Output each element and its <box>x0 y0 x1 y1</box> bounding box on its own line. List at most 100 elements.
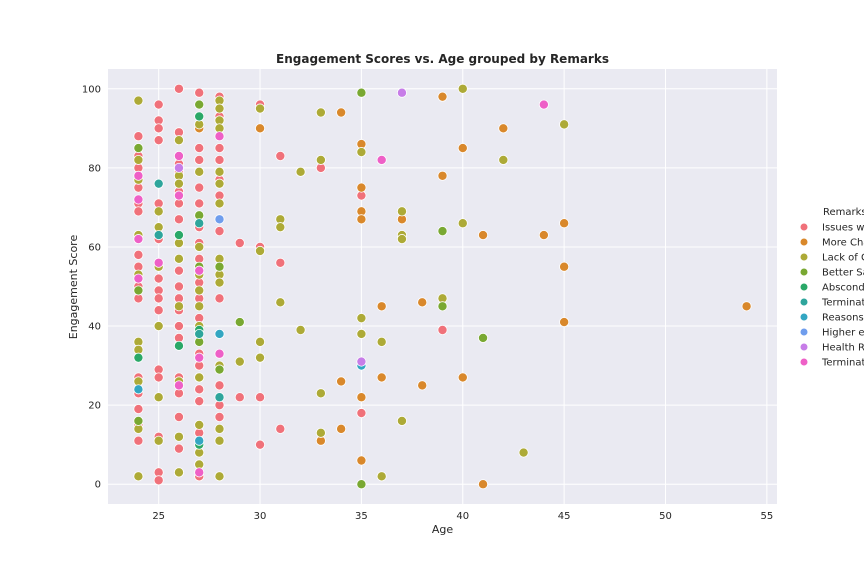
data-point <box>275 423 286 434</box>
data-point <box>133 131 144 142</box>
data-point <box>255 103 266 114</box>
data-point <box>173 178 184 189</box>
data-point <box>478 332 489 343</box>
data-points <box>133 83 752 490</box>
data-point <box>356 479 367 490</box>
data-point <box>153 321 164 332</box>
data-point <box>376 372 387 383</box>
data-point <box>315 154 326 165</box>
y-tick-label: 60 <box>88 242 101 253</box>
data-point <box>214 154 225 165</box>
data-point <box>275 257 286 268</box>
data-point <box>255 245 266 256</box>
chart-title: Engagement Scores vs. Age grouped by Rem… <box>276 52 609 66</box>
data-point <box>214 198 225 209</box>
data-point <box>315 427 326 438</box>
data-point <box>336 376 347 387</box>
data-point <box>133 170 144 181</box>
data-point <box>336 107 347 118</box>
data-point <box>153 257 164 268</box>
legend-marker <box>799 237 809 247</box>
data-point <box>173 265 184 276</box>
data-point <box>194 166 205 177</box>
data-point <box>194 467 205 478</box>
data-point <box>376 301 387 312</box>
data-point <box>498 123 509 134</box>
data-point <box>194 328 205 339</box>
data-point <box>214 293 225 304</box>
data-point <box>538 230 549 241</box>
data-point <box>173 380 184 391</box>
data-point <box>214 471 225 482</box>
data-point <box>173 230 184 241</box>
data-point <box>214 423 225 434</box>
data-point <box>153 475 164 486</box>
x-tick-label: 30 <box>254 511 267 522</box>
data-point <box>153 178 164 189</box>
data-point <box>559 119 570 130</box>
legend-entry: More Cha <box>822 238 864 249</box>
data-point <box>133 154 144 165</box>
data-point <box>133 143 144 154</box>
data-point <box>437 324 448 335</box>
data-point <box>214 261 225 272</box>
data-point <box>194 301 205 312</box>
data-point <box>133 206 144 217</box>
x-tick-label: 50 <box>659 511 672 522</box>
data-point <box>234 392 245 403</box>
y-tick-label: 80 <box>88 163 101 174</box>
data-point <box>417 297 428 308</box>
data-point <box>356 392 367 403</box>
data-point <box>214 380 225 391</box>
data-point <box>194 435 205 446</box>
data-point <box>498 154 509 165</box>
data-point <box>275 150 286 161</box>
data-point <box>376 336 387 347</box>
data-point <box>214 166 225 177</box>
data-point <box>194 384 205 395</box>
data-point <box>559 261 570 272</box>
data-point <box>437 301 448 312</box>
data-point <box>194 396 205 407</box>
data-point <box>153 123 164 134</box>
data-point <box>214 364 225 375</box>
data-point <box>214 131 225 142</box>
legend-entry: Higher ed <box>822 328 864 339</box>
legend: Remarks Issues wi More Cha Lack of G Better… <box>799 207 864 369</box>
data-point <box>173 340 184 351</box>
data-point <box>376 471 387 482</box>
data-point <box>255 439 266 450</box>
data-point <box>356 356 367 367</box>
y-tick-label: 20 <box>88 401 101 412</box>
data-point <box>356 328 367 339</box>
data-point <box>437 91 448 102</box>
data-point <box>234 317 245 328</box>
x-tick-label: 55 <box>760 511 773 522</box>
data-point <box>214 226 225 237</box>
legend-marker <box>799 222 809 232</box>
data-point <box>153 293 164 304</box>
data-point <box>457 83 468 94</box>
data-point <box>315 107 326 118</box>
data-point <box>315 388 326 399</box>
data-point <box>153 392 164 403</box>
data-point <box>214 435 225 446</box>
legend-entry: Health Re <box>822 343 864 354</box>
legend-marker <box>799 252 809 262</box>
legend-entry: Issues wi <box>822 223 864 234</box>
data-point <box>417 380 428 391</box>
x-tick-label: 45 <box>558 511 571 522</box>
data-point <box>133 384 144 395</box>
y-tick-label: 100 <box>82 84 101 95</box>
data-point <box>356 182 367 193</box>
data-point <box>741 301 752 312</box>
data-point <box>133 415 144 426</box>
data-point <box>133 273 144 284</box>
data-point <box>194 372 205 383</box>
data-point <box>559 317 570 328</box>
data-point <box>356 214 367 225</box>
data-point <box>173 321 184 332</box>
data-point <box>194 143 205 154</box>
data-point <box>173 135 184 146</box>
data-point <box>214 328 225 339</box>
